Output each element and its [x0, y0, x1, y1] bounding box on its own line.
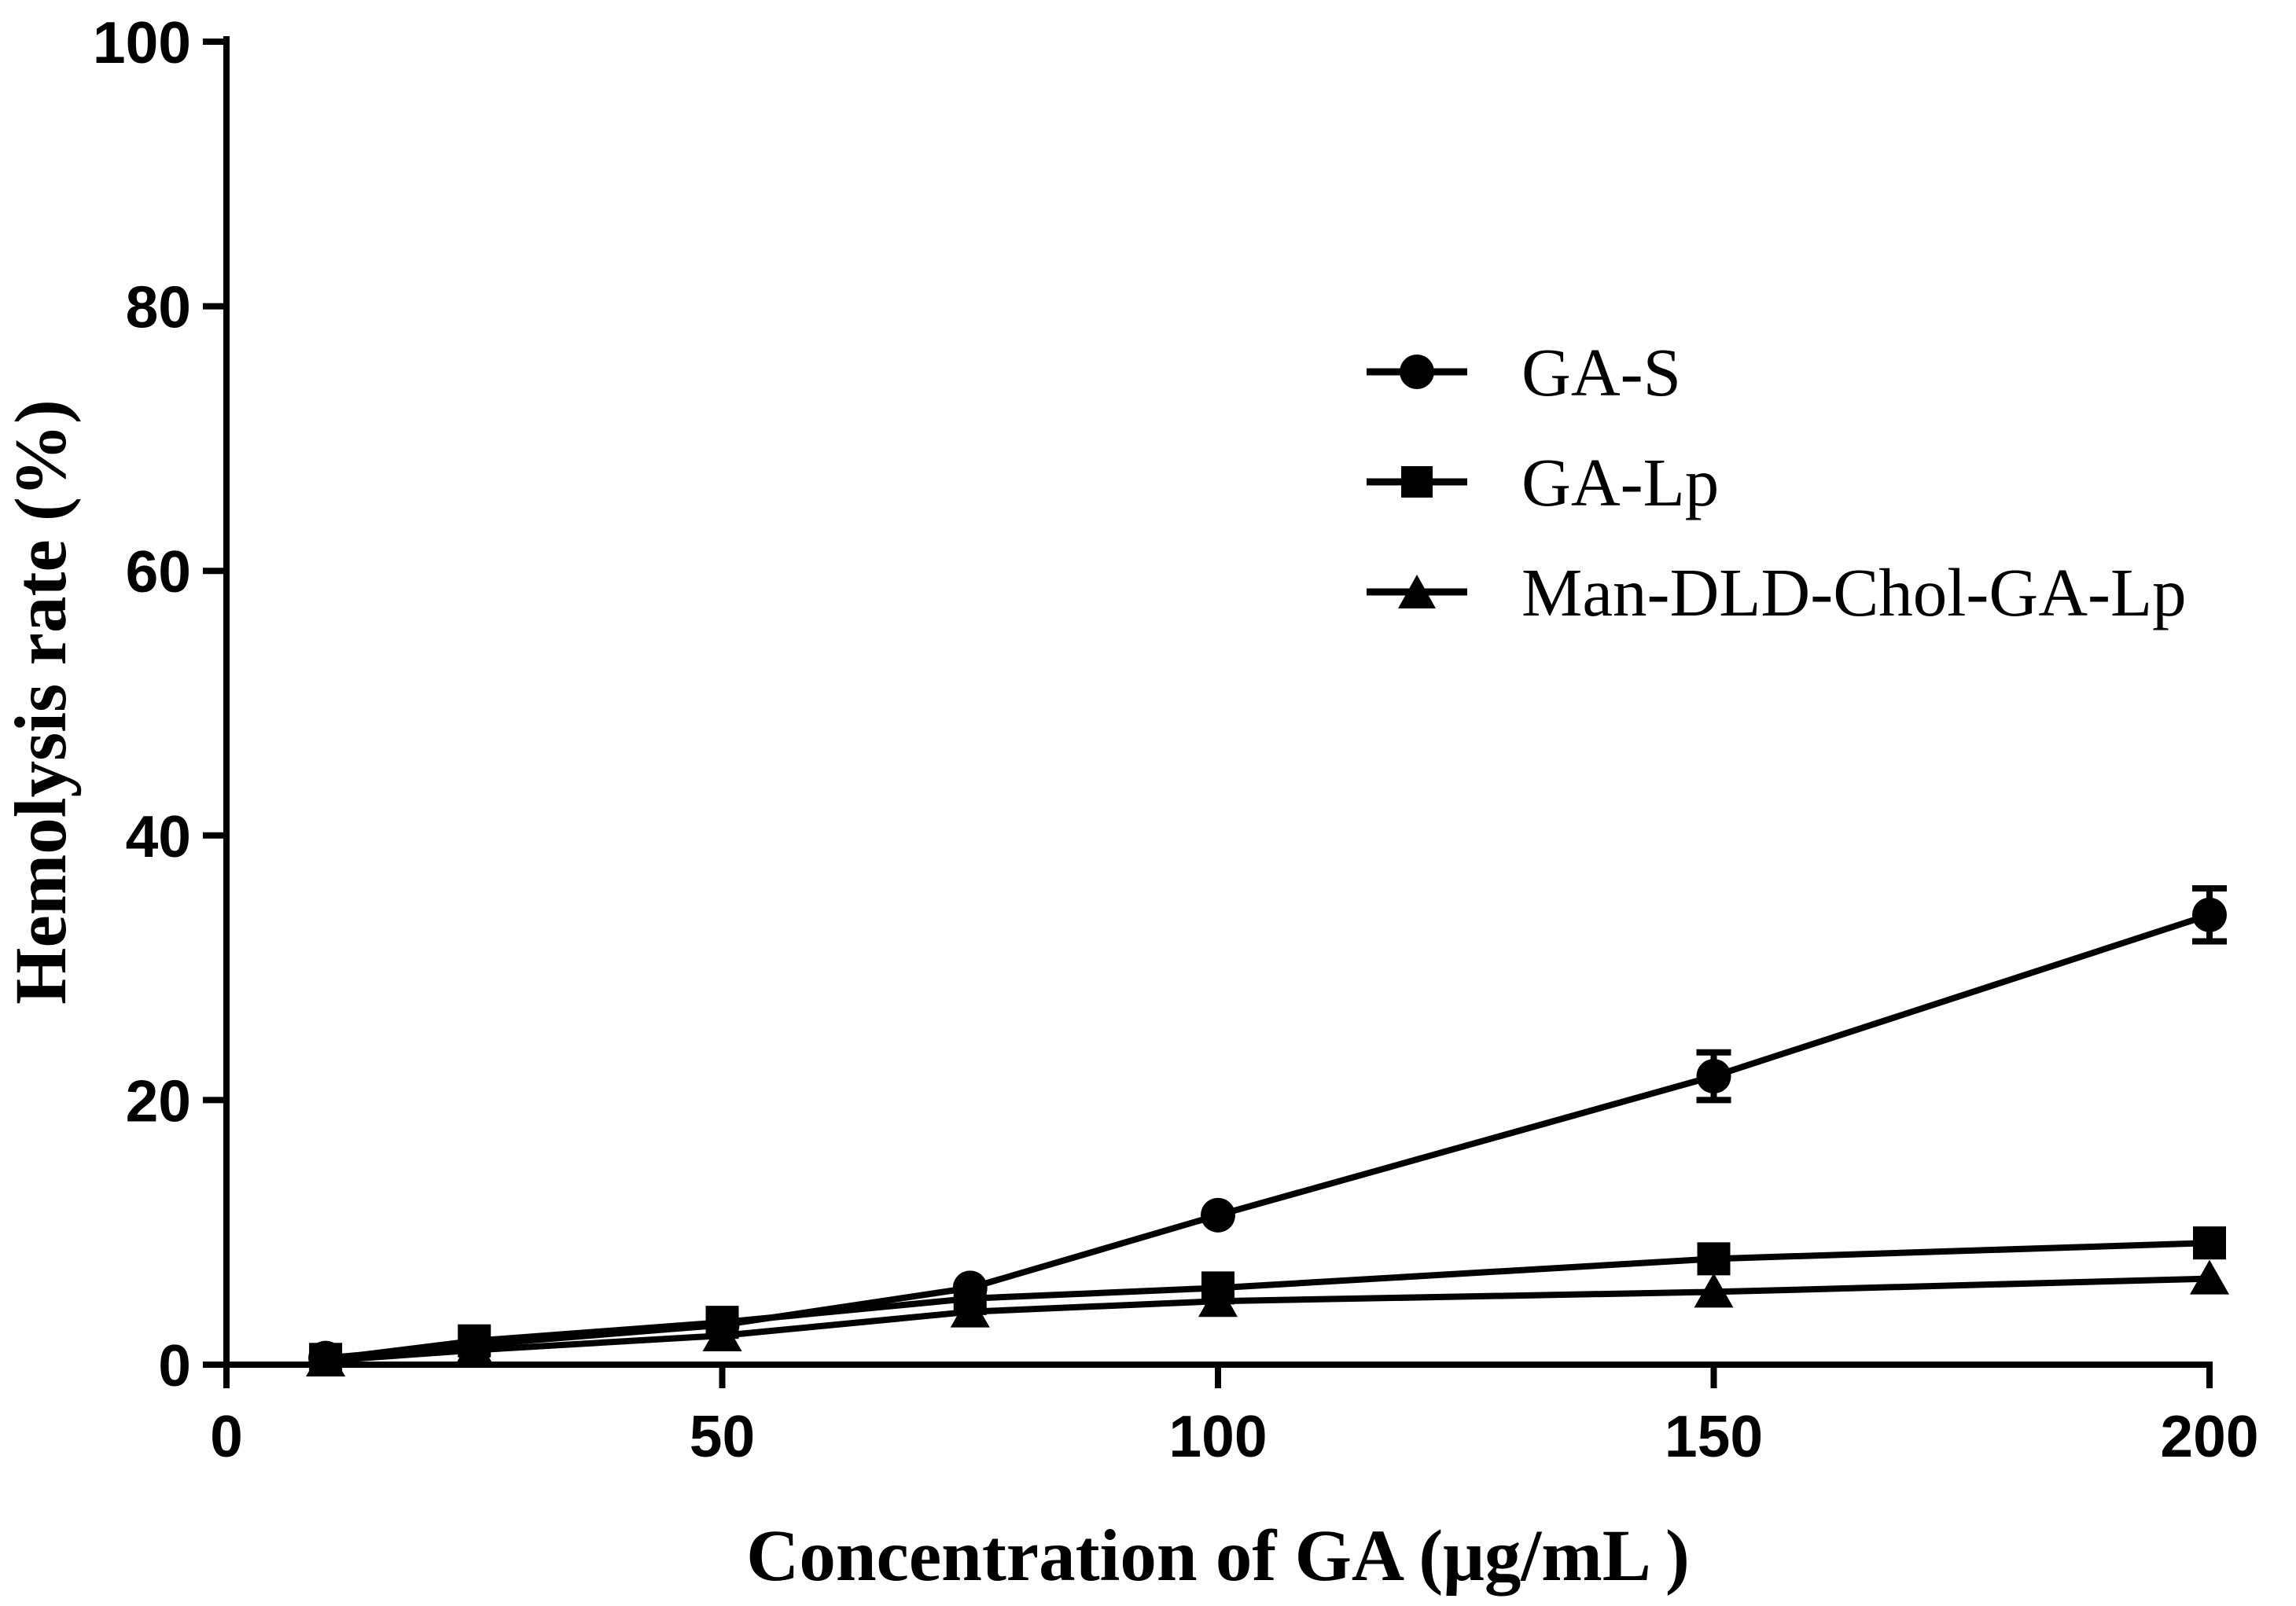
legend-label-ga-lp: GA-Lp	[1521, 444, 1719, 520]
data-point-triangle	[454, 1331, 495, 1366]
x-tick-label: 150	[1665, 1403, 1763, 1469]
axes	[223, 36, 2213, 1371]
x-tick-label: 50	[690, 1403, 755, 1469]
legend-marker-square	[1401, 466, 1433, 498]
data-point-square	[2193, 1226, 2226, 1260]
data-point-triangle	[1694, 1273, 1734, 1308]
x-tick-label: 200	[2160, 1403, 2258, 1469]
y-tick-label: 60	[126, 538, 191, 605]
legend-item-ga-lp: GA-Lp	[1367, 444, 1719, 520]
data-point-triangle	[702, 1316, 742, 1351]
data-point-triangle	[950, 1292, 990, 1328]
series-man-dld-chol-ga-lp	[306, 1259, 2229, 1376]
data-point-triangle	[1198, 1282, 1238, 1318]
x-tick-label: 100	[1168, 1403, 1267, 1469]
series-line-man-dld-chol-ga-lp	[325, 1275, 2210, 1364]
x-ticks: 0 50 100 150 200	[210, 1365, 2259, 1469]
y-tick-label: 80	[126, 274, 191, 340]
y-tick-label: 0	[158, 1332, 191, 1398]
series-line-ga-s	[325, 911, 2211, 1362]
data-point-circle	[2192, 897, 2227, 932]
x-axis-title: Concentration of GA (μg/mL )	[746, 1516, 1690, 1597]
data-point-circle	[1201, 1197, 1235, 1233]
legend: GA-S GA-Lp Man-DLD-Chol-GA-Lp	[1367, 334, 2187, 630]
y-ticks: 0 20 40 60 80 100	[93, 9, 226, 1398]
data-point-triangle	[306, 1341, 346, 1376]
y-tick-label: 20	[126, 1068, 191, 1134]
y-tick-label: 100	[93, 9, 191, 75]
data-point-triangle	[2190, 1259, 2229, 1295]
legend-item-man-dld-chol-ga-lp: Man-DLD-Chol-GA-Lp	[1367, 554, 2187, 630]
x-tick-label: 0	[210, 1403, 243, 1469]
legend-label-man-dld-chol-ga-lp: Man-DLD-Chol-GA-Lp	[1521, 554, 2187, 630]
series-layer	[306, 885, 2229, 1376]
y-tick-label: 40	[126, 803, 191, 869]
legend-item-ga-s: GA-S	[1367, 334, 1681, 410]
legend-label-ga-s: GA-S	[1521, 334, 1681, 410]
data-point-circle	[1696, 1059, 1731, 1094]
legend-marker-circle	[1400, 355, 1434, 389]
y-axis-title: Hemolysis rate (%)	[1, 399, 82, 1005]
data-point-square	[1697, 1242, 1731, 1276]
legend-marker-triangle	[1398, 575, 1436, 608]
